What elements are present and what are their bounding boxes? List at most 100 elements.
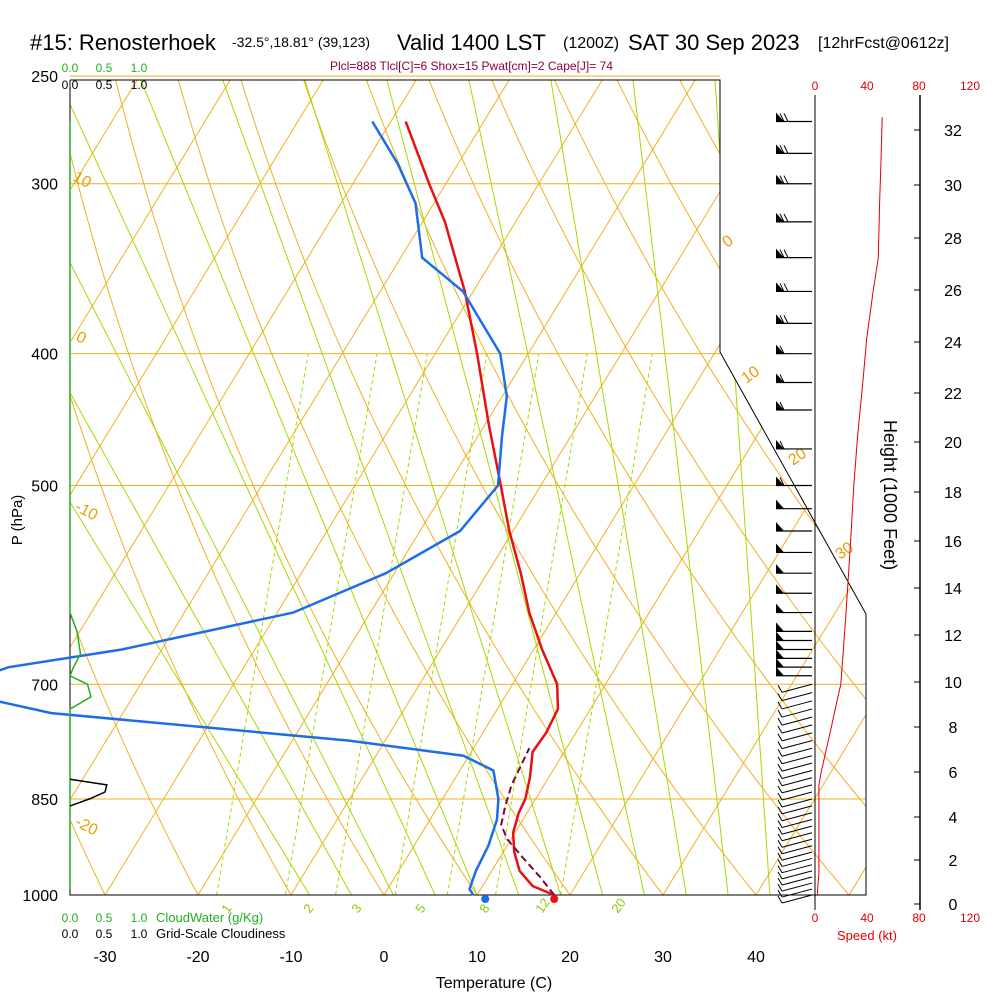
cloud-water-line <box>69 121 92 890</box>
mixing-ratio-label: 2 <box>300 901 316 916</box>
moist-adiabat-line <box>629 80 732 895</box>
x-axis-label: Temperature (C) <box>436 975 552 992</box>
isotherm-line <box>848 80 866 895</box>
pressure-tick-label: 300 <box>31 177 58 194</box>
wind-barb <box>776 144 812 155</box>
wind-barb <box>777 732 813 742</box>
cloud-water-label: CloudWater (g/Kg) <box>156 910 263 925</box>
cloudiness-tick-top: 0.5 <box>96 78 113 92</box>
cloud-water-tick-top: 0.0 <box>62 61 79 75</box>
wind-barb <box>777 700 813 710</box>
moist-adiabat-line <box>70 80 328 895</box>
moist-adiabat-line <box>70 80 409 895</box>
dry-adiabat-line <box>850 80 866 895</box>
height-tick-label: 0 <box>949 897 958 914</box>
wind-barb <box>777 888 813 898</box>
mixing-ratio-line <box>446 353 540 895</box>
speed-tick-label-bottom: 0 <box>812 911 819 925</box>
speed-tick-label-bottom: 80 <box>912 911 926 925</box>
wind-barb <box>777 805 813 815</box>
cloudiness-label: Grid-Scale Cloudiness <box>156 926 286 941</box>
dry-adiabat-line <box>355 80 866 895</box>
dry-adiabat-line <box>975 52 1000 924</box>
temperature-tick-label: -20 <box>186 949 209 966</box>
station-location: -32.5°,18.81° (39,123) <box>232 34 370 50</box>
wind-barb <box>776 658 812 668</box>
moist-adiabat-line <box>70 80 369 895</box>
cloud-axis-ticks: 0.0 0.0 0.5 0.5 1.0 1.0 0.0 0.0 0.5 0.5 1.0 1.0 <box>62 61 148 941</box>
isotherm-line <box>755 80 866 895</box>
wind-barb <box>777 882 813 892</box>
pressure-tick-label: 500 <box>31 479 58 496</box>
speed-tick-label-top: 80 <box>912 79 926 93</box>
mixing-ratio-line <box>335 353 428 895</box>
mixing-ratio-line <box>560 353 653 895</box>
mixing-ratio-label: 8 <box>476 901 492 916</box>
mixing-ratio-label: 5 <box>412 901 428 916</box>
moist-adiabat-line <box>128 80 490 895</box>
dry-adiabat-line <box>603 80 866 895</box>
height-tick-label: 8 <box>949 720 958 737</box>
dry-adiabat-label: -20 <box>72 814 100 840</box>
cloud-water-tick-bottom: 1.0 <box>131 911 148 925</box>
wind-barb <box>776 212 812 223</box>
mixing-ratio-lines <box>216 353 653 895</box>
moist-adiabat-line <box>462 80 652 895</box>
wind-barb <box>777 825 813 835</box>
wind-barb <box>776 282 812 293</box>
wind-barb <box>777 740 813 750</box>
wind-barb <box>777 716 813 726</box>
wind-barb <box>777 755 813 765</box>
pressure-tick-label: 1000 <box>22 888 58 905</box>
temperature-line <box>404 121 560 897</box>
cloudiness-tick-top: 0.0 <box>62 78 79 92</box>
height-tick-label: 16 <box>944 534 962 551</box>
cloudiness-tick-top: 1.0 <box>131 78 148 92</box>
height-tick-label: 32 <box>944 123 962 140</box>
wind-barb <box>776 649 812 660</box>
cloud-water-tick-bottom: 0.5 <box>96 911 113 925</box>
dry-adiabat-line <box>170 80 592 895</box>
height-tick-label: 2 <box>949 853 958 870</box>
wind-barb <box>776 400 812 411</box>
wind-speed-line <box>817 117 883 895</box>
wind-barb <box>777 784 813 794</box>
wind-barb <box>776 543 812 554</box>
wind-barb <box>777 857 813 867</box>
wind-barb <box>777 791 813 801</box>
wind-barb <box>776 521 812 532</box>
wind-barb <box>776 373 812 384</box>
dry-adiabat-line <box>232 80 686 895</box>
wind-barb <box>776 622 812 632</box>
moist-adiabat-line <box>295 80 571 895</box>
cloudiness-tick-bottom: 0.5 <box>96 927 113 941</box>
cloud-water-tick-top: 1.0 <box>131 61 148 75</box>
moist-adiabat-line <box>712 80 773 895</box>
surface-dewpoint-dot <box>481 895 490 903</box>
utc-time: (1200Z) <box>563 35 619 52</box>
wind-barb <box>777 747 813 757</box>
dry-adiabat-label: -10 <box>72 499 100 525</box>
wind-barb <box>777 777 813 787</box>
height-tick-label: 28 <box>944 231 962 248</box>
pressure-tick-label: 850 <box>31 792 58 809</box>
height-tick-label: 24 <box>944 335 962 352</box>
dry-adiabat-line <box>70 80 214 895</box>
wind-barb <box>777 770 813 779</box>
mixing-ratio-line <box>216 353 309 895</box>
temperature-tick-label: 10 <box>468 949 486 966</box>
moist-adiabat-line <box>212 80 530 895</box>
mixing-ratio-line <box>495 353 588 895</box>
mixing-ratio-label: 12 <box>532 895 553 915</box>
y-axis-label: P (hPa) <box>9 495 26 546</box>
sounding-parameters: Plcl=888 Tlcl[C]=6 Shox=15 Pwat[cm]=2 Ca… <box>330 59 613 73</box>
speed-tick-label-bottom: 40 <box>860 911 874 925</box>
pressure-tick-label: 400 <box>31 347 58 364</box>
height-tick-label: 14 <box>944 581 962 598</box>
profiles <box>0 117 883 903</box>
dry-adiabat-line <box>70 80 403 895</box>
